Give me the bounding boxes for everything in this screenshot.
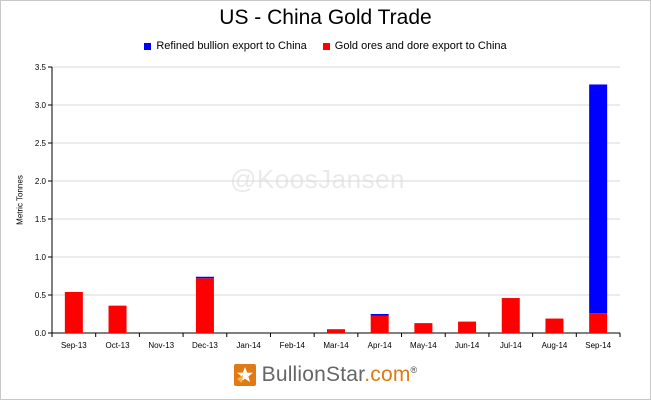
bar-ores-apr-14 [370,315,389,333]
bar-ores-oct-13 [108,305,127,333]
logo-registered-mark: ® [410,365,418,375]
legend-label-ores: Gold ores and dore export to China [334,40,507,52]
bar-ores-dec-13 [195,278,214,333]
legend-swatch-refined [144,42,152,50]
bar-refined-dec-13 [195,276,214,279]
y-tick-label-5: 2.5 [35,139,47,148]
x-tick-label-7: Apr-14 [368,341,393,350]
y-tick-label-2: 1.0 [35,253,47,262]
x-tick-label-0: Sep-13 [61,341,87,350]
x-tick-label-12: Sep-14 [585,341,611,350]
x-tick-label-3: Dec-13 [192,341,218,350]
bar-refined-apr-14 [370,314,389,316]
bar-refined-sep-14 [589,84,608,314]
legend-label-refined: Refined bullion export to China [156,40,307,52]
x-tick-label-10: Jul-14 [500,341,522,350]
x-tick-label-11: Aug-14 [542,341,568,350]
legend-item-ores: Gold ores and dore export to China [322,40,507,52]
bar-ores-aug-14 [545,318,564,333]
y-tick-label-1: 0.5 [35,291,47,300]
bullionstar-logo: BullionStar.com® [0,363,651,387]
x-tick-label-2: Nov-13 [148,341,174,350]
bullionstar-star-icon [233,364,256,386]
legend-item-refined: Refined bullion export to China [144,40,307,52]
bar-ores-may-14 [414,323,433,333]
x-tick-label-9: Jun-14 [455,341,480,350]
chart-title: US - China Gold Trade [219,6,432,29]
y-tick-label-3: 1.5 [35,215,47,224]
y-tick-label-0: 0.0 [35,329,47,338]
y-tick-label-4: 2.0 [35,177,47,186]
y-tick-label-7: 3.5 [35,63,47,72]
bar-ores-jun-14 [458,321,477,333]
x-tick-label-5: Feb-14 [280,341,306,350]
watermark-text: @KoosJansen [230,164,405,194]
x-tick-label-1: Oct-13 [106,341,131,350]
x-tick-label-4: Jan-14 [236,341,261,350]
bar-ores-jul-14 [501,298,520,333]
logo-name: BullionStar [261,363,365,386]
x-tick-label-6: Mar-14 [323,341,349,350]
bar-ores-sep-14 [589,313,608,333]
bar-ores-mar-14 [327,329,345,333]
y-tick-label-6: 3.0 [35,101,47,110]
chart-legend: Refined bullion export to China Gold ore… [0,40,651,52]
logo-text: BullionStar.com® [262,363,418,387]
legend-swatch-ores [322,42,330,50]
bar-ores-sep-13 [64,291,83,333]
logo-domain: .com [364,363,411,386]
x-tick-label-8: May-14 [410,341,437,350]
